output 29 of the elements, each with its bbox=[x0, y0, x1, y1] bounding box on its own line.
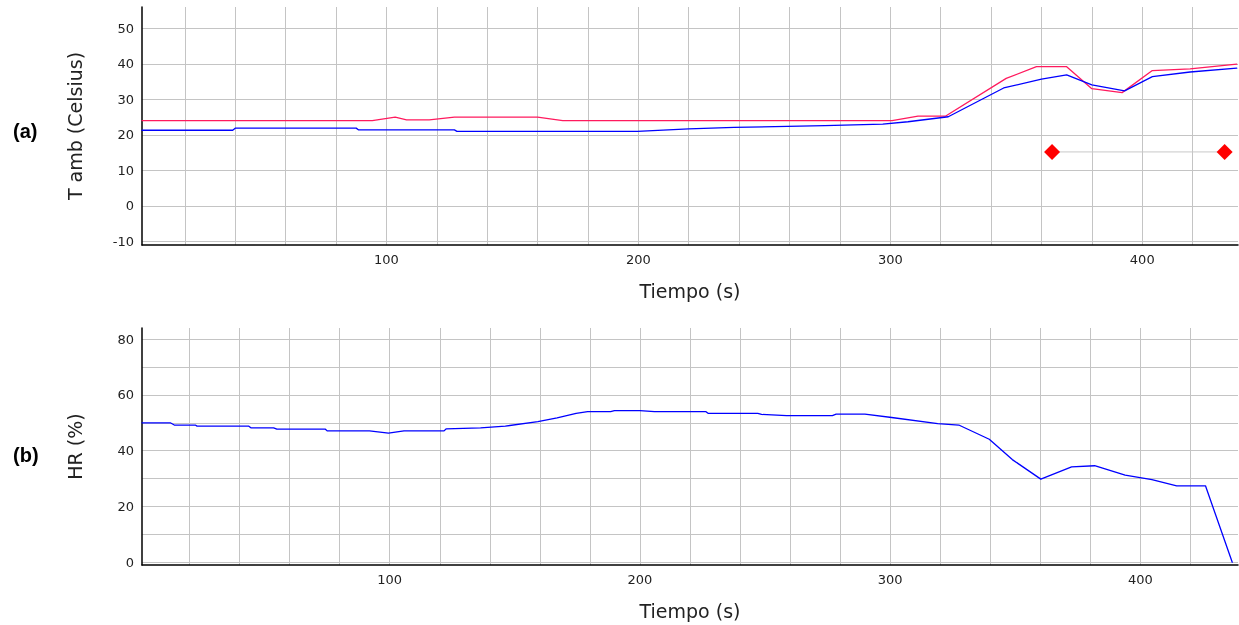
x-axis-title: Tiempo (s) bbox=[638, 279, 741, 302]
y-tick-label: -10 bbox=[112, 233, 134, 249]
text: (a) bbox=[13, 120, 38, 142]
line-series bbox=[141, 63, 1238, 122]
x-axis-title: Tiempo (s) bbox=[638, 599, 741, 622]
y-tick-label: 30 bbox=[117, 91, 134, 107]
line-series bbox=[141, 67, 1238, 132]
x-tick-label: 400 bbox=[1128, 572, 1153, 587]
x-tick-label: 100 bbox=[373, 252, 399, 267]
y-tick-label: 10 bbox=[117, 162, 134, 178]
x-tick-label: 200 bbox=[625, 252, 651, 267]
y-tick-label: 40 bbox=[117, 56, 134, 72]
y-tick-label: 60 bbox=[117, 387, 134, 403]
y-tick-label: 0 bbox=[125, 554, 134, 570]
y-tick-label: 80 bbox=[117, 331, 134, 347]
x-tick-label: 100 bbox=[377, 572, 403, 587]
text: (b) bbox=[13, 444, 39, 466]
y-axis-title: HR (%) bbox=[63, 413, 86, 480]
line-series bbox=[141, 409, 1233, 563]
y-axis-title: T amb (Celsius) bbox=[63, 51, 86, 202]
x-tick-label: 400 bbox=[1129, 252, 1155, 267]
y-tick-label: 0 bbox=[125, 198, 134, 214]
y-tick-label: 50 bbox=[117, 20, 134, 36]
x-tick-label: 200 bbox=[627, 572, 653, 587]
x-tick-label: 300 bbox=[877, 252, 903, 267]
y-tick-label: 20 bbox=[117, 498, 134, 514]
x-tick-label: 300 bbox=[877, 572, 903, 587]
y-tick-label: 40 bbox=[117, 443, 134, 459]
y-tick-label: 20 bbox=[117, 127, 134, 143]
